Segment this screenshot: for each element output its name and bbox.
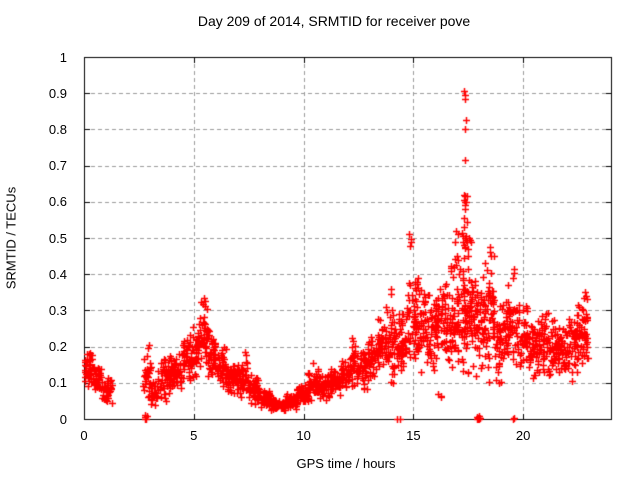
y-tick-label: 0.5 [48,230,67,246]
y-tick-label: 0.6 [48,194,67,210]
y-tick-label: 0 [59,411,67,427]
x-tick-label: 5 [190,428,198,443]
x-tick-label: 15 [406,428,421,443]
y-tick-label: 0.7 [48,158,67,174]
x-tick-label: 20 [515,428,531,443]
x-tick-label: 0 [80,428,88,443]
y-tick-label: 0.9 [48,85,67,101]
y-tick-label: 0.4 [48,266,67,282]
y-tick-label: 0.3 [48,302,67,318]
x-tick-label: 10 [296,428,311,443]
x-axis-label: GPS time / hours [296,456,396,471]
chart-title: Day 209 of 2014, SRMTID for receiver pov… [197,13,471,29]
y-tick-label: 0.8 [48,121,67,137]
y-tick-label: 0.1 [48,375,67,391]
y-tick-label: 0.2 [48,339,67,355]
y-tick-label: 1 [59,49,67,65]
